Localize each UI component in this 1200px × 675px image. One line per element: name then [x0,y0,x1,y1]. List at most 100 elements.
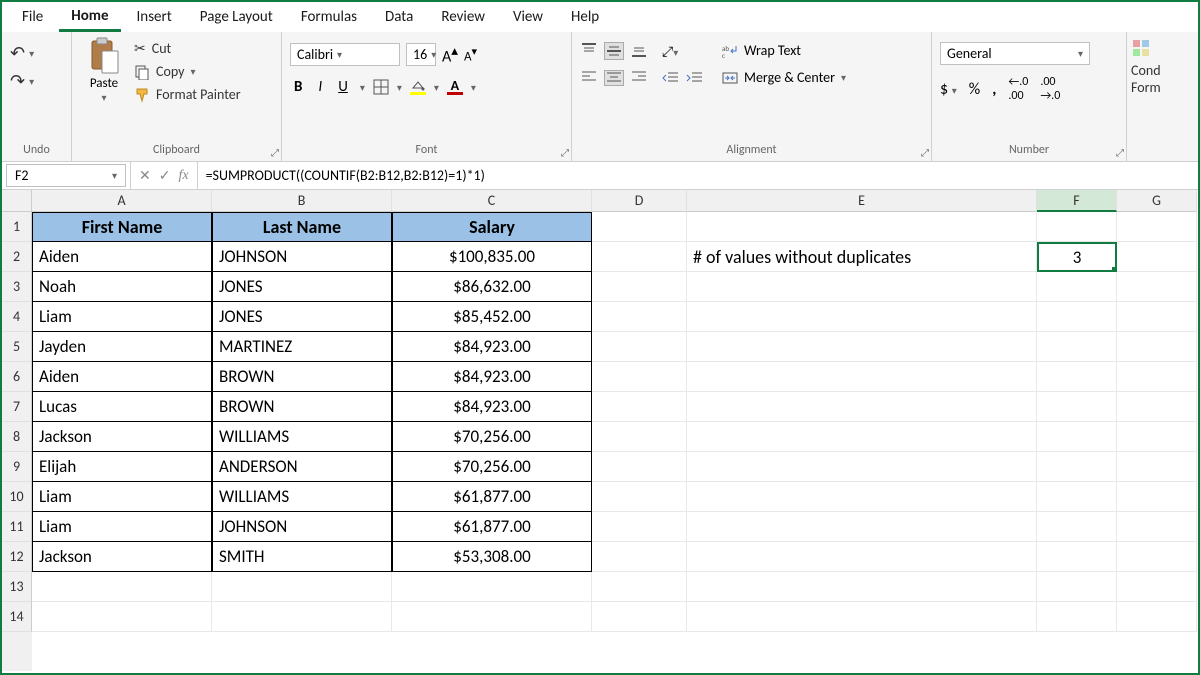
cancel-formula-icon[interactable]: ✕ [139,167,151,184]
cell-G4[interactable] [1117,302,1197,332]
cell-C6[interactable]: $84,923.00 [392,362,592,392]
column-header-F[interactable]: F [1037,190,1117,212]
cell-D5[interactable] [592,332,687,362]
cell-F11[interactable] [1037,512,1117,542]
cell-B12[interactable]: SMITH [212,542,392,572]
cell-E8[interactable] [687,422,1037,452]
accept-formula-icon[interactable]: ✓ [159,167,171,184]
cell-D14[interactable] [592,602,687,632]
cell-E6[interactable] [687,362,1037,392]
cell-E11[interactable] [687,512,1037,542]
cell-B1[interactable]: Last Name [212,212,392,242]
menu-home[interactable]: Home [59,3,120,32]
menu-view[interactable]: View [501,4,555,30]
cell-A2[interactable]: Aiden [32,242,212,272]
cell-D11[interactable] [592,512,687,542]
cell-B7[interactable]: BROWN [212,392,392,422]
font-color-button[interactable]: A [447,80,463,95]
cell-C4[interactable]: $85,452.00 [392,302,592,332]
font-size-select[interactable]: 16 ▾ [406,43,436,66]
increase-font-icon[interactable]: A▴ [442,42,458,66]
decrease-decimal-button[interactable]: .00→.0 [1040,75,1060,103]
redo-button[interactable]: ↷ ▾ [10,70,34,92]
fx-icon[interactable]: fx [178,168,188,184]
cell-A10[interactable]: Liam [32,482,212,512]
select-all-corner[interactable] [2,190,32,212]
cell-B11[interactable]: JOHNSON [212,512,392,542]
name-box[interactable]: F2 ▾ [6,164,126,187]
cell-G9[interactable] [1117,452,1197,482]
cell-E2[interactable]: # of values without duplicates [687,242,1037,272]
cell-C13[interactable] [392,572,592,602]
cell-A8[interactable]: Jackson [32,422,212,452]
cell-A7[interactable]: Lucas [32,392,212,422]
fill-color-button[interactable] [410,80,426,95]
cell-E5[interactable] [687,332,1037,362]
bold-button[interactable]: B [290,76,306,98]
row-header-1[interactable]: 1 [2,212,32,242]
cell-A5[interactable]: Jayden [32,332,212,362]
cell-F7[interactable] [1037,392,1117,422]
cell-C5[interactable]: $84,923.00 [392,332,592,362]
cell-C3[interactable]: $86,632.00 [392,272,592,302]
cell-G13[interactable] [1117,572,1197,602]
row-header-8[interactable]: 8 [2,422,32,452]
cell-F14[interactable] [1037,602,1117,632]
align-center-button[interactable] [604,70,624,86]
clipboard-launcher-icon[interactable]: ⤢ [271,146,279,159]
cell-D8[interactable] [592,422,687,452]
cell-E1[interactable] [687,212,1037,242]
menu-review[interactable]: Review [429,4,497,30]
cell-A6[interactable]: Aiden [32,362,212,392]
decrease-indent-button[interactable] [662,71,680,85]
cut-button[interactable]: ✂ Cut [134,40,241,57]
cell-C2[interactable]: $100,835.00 [392,242,592,272]
cell-D6[interactable] [592,362,687,392]
cell-G14[interactable] [1117,602,1197,632]
cell-C8[interactable]: $70,256.00 [392,422,592,452]
cell-F12[interactable] [1037,542,1117,572]
cell-D7[interactable] [592,392,687,422]
cell-E10[interactable] [687,482,1037,512]
cell-D10[interactable] [592,482,687,512]
cell-G6[interactable] [1117,362,1197,392]
cell-F2[interactable]: 3 [1037,242,1117,272]
underline-button[interactable]: U [334,76,352,98]
cell-D3[interactable] [592,272,687,302]
row-header-11[interactable]: 11 [2,512,32,542]
row-header-10[interactable]: 10 [2,482,32,512]
borders-button[interactable] [373,79,389,95]
cell-F10[interactable] [1037,482,1117,512]
row-header-4[interactable]: 4 [2,302,32,332]
decrease-font-icon[interactable]: A▾ [464,45,477,64]
format-painter-button[interactable]: Format Painter [134,86,241,103]
menu-help[interactable]: Help [559,4,611,30]
cell-E13[interactable] [687,572,1037,602]
row-header-12[interactable]: 12 [2,542,32,572]
fill-handle[interactable] [1112,267,1117,272]
menu-insert[interactable]: Insert [125,4,184,30]
menu-formulas[interactable]: Formulas [289,4,369,30]
column-header-B[interactable]: B [212,190,392,212]
cell-C14[interactable] [392,602,592,632]
number-launcher-icon[interactable]: ⤢ [1116,146,1124,159]
cell-F5[interactable] [1037,332,1117,362]
comma-button[interactable]: , [992,80,996,99]
cell-G8[interactable] [1117,422,1197,452]
cell-A13[interactable] [32,572,212,602]
row-header-9[interactable]: 9 [2,452,32,482]
cell-F6[interactable] [1037,362,1117,392]
cell-G3[interactable] [1117,272,1197,302]
cell-A12[interactable]: Jackson [32,542,212,572]
orientation-button[interactable]: ⤢▾ [662,43,678,60]
cell-B3[interactable]: JONES [212,272,392,302]
cell-F8[interactable] [1037,422,1117,452]
cell-E7[interactable] [687,392,1037,422]
cell-F3[interactable] [1037,272,1117,302]
cell-F4[interactable] [1037,302,1117,332]
cell-C1[interactable]: Salary [392,212,592,242]
formula-input[interactable]: =SUMPRODUCT((COUNTIF(B2:B12,B2:B12)=1)*1… [197,162,1198,189]
cell-A11[interactable]: Liam [32,512,212,542]
column-header-A[interactable]: A [32,190,212,212]
cell-C7[interactable]: $84,923.00 [392,392,592,422]
